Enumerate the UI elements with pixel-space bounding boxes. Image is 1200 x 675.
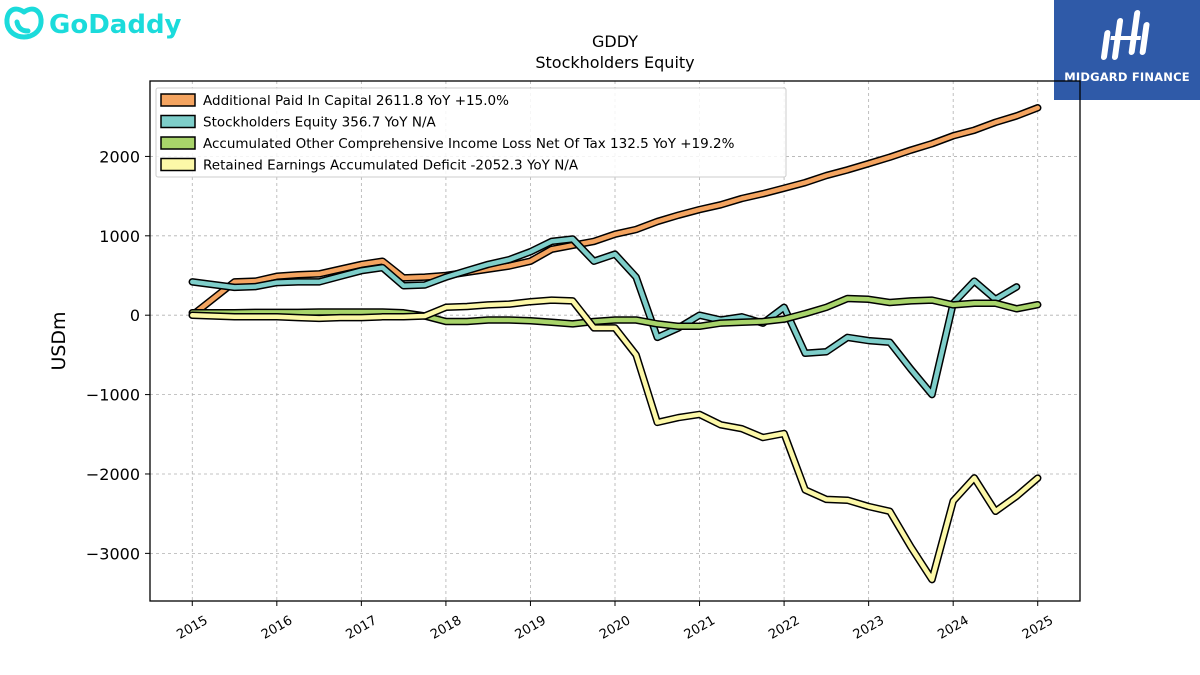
x-tick-label-8: 2023 bbox=[851, 613, 887, 643]
legend-label-0: Additional Paid In Capital 2611.8 YoY +1… bbox=[203, 93, 509, 109]
midgard-mark-icon bbox=[1100, 10, 1150, 60]
midgard-finance-logo: MIDGARD FINANCE bbox=[1054, 0, 1200, 100]
legend: Additional Paid In Capital 2611.8 YoY +1… bbox=[155, 87, 787, 178]
series-lines bbox=[188, 104, 1042, 584]
chart-subtitle: Stockholders Equity bbox=[535, 53, 694, 72]
x-tick-label-9: 2024 bbox=[935, 613, 971, 643]
legend-swatch-1 bbox=[160, 114, 196, 129]
legend-box bbox=[155, 87, 787, 178]
legend-swatch-0 bbox=[160, 93, 196, 107]
godaddy-wordmark: GoDaddy bbox=[49, 10, 182, 40]
x-tick-label-6: 2021 bbox=[682, 613, 718, 643]
x-tick-label-2: 2017 bbox=[344, 613, 380, 643]
x-tick-label-1: 2016 bbox=[259, 613, 295, 643]
godaddy-logo: GoDaddy bbox=[4, 4, 194, 44]
series-line-3 bbox=[190, 297, 1040, 582]
legend-label-3: Retained Earnings Accumulated Deficit -2… bbox=[203, 158, 579, 174]
series-line-1 bbox=[190, 236, 1019, 397]
y-axis-label: USDm bbox=[48, 311, 70, 370]
x-tick-label-7: 2022 bbox=[766, 613, 802, 643]
godaddy-logo-art: GoDaddy bbox=[4, 6, 182, 40]
x-tick-label-4: 2019 bbox=[513, 613, 549, 643]
legend-swatch-3 bbox=[160, 157, 196, 172]
midgard-wordmark: MIDGARD FINANCE bbox=[1064, 70, 1190, 84]
y-tick-label-4: −2000 bbox=[86, 465, 140, 484]
series-line-0 bbox=[190, 105, 1040, 318]
x-axis: 2015 2016 2017 2018 2019 2020 2021 2022 2023 2024… bbox=[174, 601, 1056, 643]
y-tick-label-1: 1000 bbox=[99, 227, 140, 246]
series-line-2 bbox=[190, 296, 1040, 329]
legend-swatch-2 bbox=[160, 136, 196, 150]
y-tick-label-3: −1000 bbox=[86, 386, 140, 405]
chart-title: GDDY bbox=[592, 32, 638, 51]
y-axis: 2000 1000 0 −1000 −2000 −3000 bbox=[86, 147, 150, 563]
x-tick-label-5: 2020 bbox=[597, 613, 633, 643]
y-tick-label-5: −3000 bbox=[86, 544, 140, 563]
legend-label-1: Stockholders Equity 356.7 YoY N/A bbox=[203, 115, 436, 131]
y-tick-label-2: 0 bbox=[130, 306, 140, 325]
x-tick-label-3: 2018 bbox=[428, 613, 464, 643]
legend-label-2: Accumulated Other Comprehensive Income L… bbox=[203, 136, 735, 152]
x-tick-label-0: 2015 bbox=[174, 613, 210, 643]
x-tick-label-10: 2025 bbox=[1020, 613, 1056, 643]
y-tick-label-0: 2000 bbox=[99, 147, 140, 166]
